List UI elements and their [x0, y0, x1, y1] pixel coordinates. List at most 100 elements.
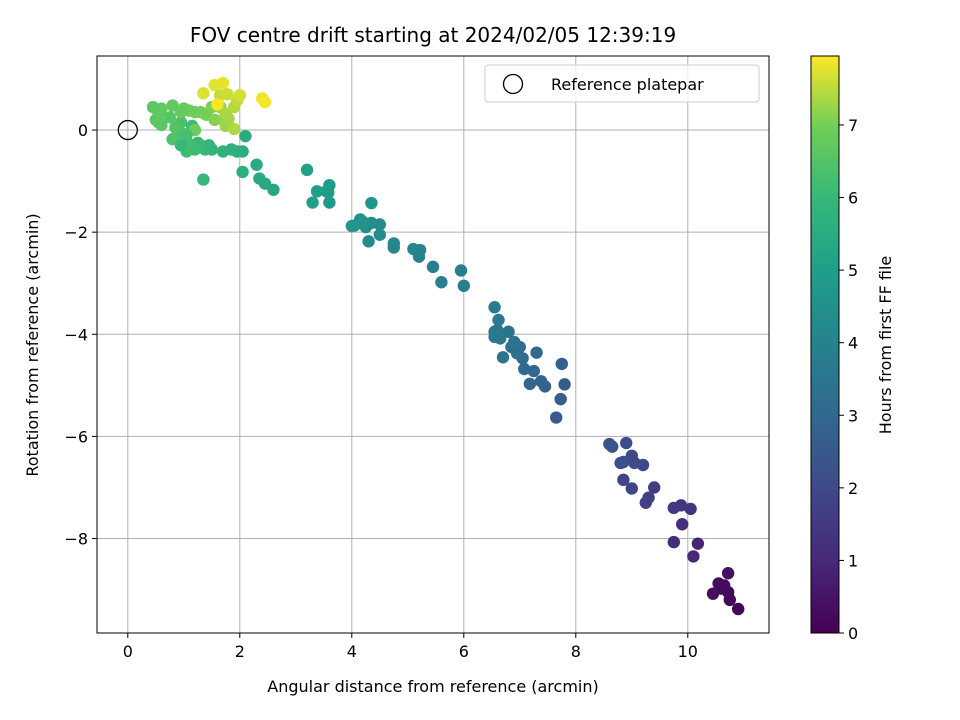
data-point — [706, 587, 720, 600]
colorbar-tick-label: 2 — [848, 479, 858, 498]
data-point — [233, 89, 246, 102]
x-tick-label: 10 — [678, 642, 698, 661]
colorbar-tick-label: 3 — [848, 406, 858, 425]
data-point — [732, 602, 745, 616]
data-point — [691, 537, 705, 550]
data-point — [530, 346, 543, 359]
data-point — [614, 456, 627, 470]
colorbar-tick-label: 1 — [848, 551, 858, 570]
data-point — [373, 228, 386, 241]
data-point — [407, 242, 420, 256]
data-point — [496, 351, 510, 364]
plot-frame — [96, 55, 770, 634]
y-tick-label: −4 — [64, 325, 88, 344]
data-point — [721, 567, 735, 580]
colorbar-ticks: 0 1 2 3 4 5 6 7 — [839, 116, 858, 643]
data-point — [219, 107, 232, 120]
data-point — [555, 357, 568, 371]
y-tick-label: −8 — [64, 530, 88, 549]
colorbar-tick-label: 0 — [848, 624, 858, 643]
data-point — [488, 301, 501, 314]
colorbar-tick-label: 6 — [848, 189, 858, 208]
data-point — [258, 95, 272, 109]
data-point — [667, 501, 680, 515]
data-point — [550, 411, 563, 424]
data-point — [502, 325, 515, 338]
data-point — [603, 437, 616, 451]
data-point — [356, 215, 370, 229]
data-point — [534, 375, 548, 388]
x-tick-label: 6 — [459, 642, 469, 661]
data-point — [508, 335, 521, 349]
data-point — [146, 100, 160, 114]
y-tick-label: −6 — [64, 427, 88, 446]
data-point — [457, 279, 470, 292]
scatter-points — [146, 76, 745, 616]
y-tick-label: −2 — [64, 223, 88, 242]
reference-point-marker — [117, 119, 138, 141]
data-point — [306, 196, 319, 209]
data-point — [492, 313, 505, 327]
data-point — [676, 518, 689, 531]
data-point — [362, 235, 375, 248]
data-point — [216, 145, 230, 158]
colorbar-gradient — [810, 55, 840, 634]
data-point — [239, 129, 252, 143]
x-axis-title: Angular distance from reference (arcmin) — [267, 677, 598, 696]
x-tick-label: 4 — [347, 642, 357, 661]
legend-label-reference: Reference platepar — [551, 75, 704, 94]
data-point — [426, 260, 440, 274]
data-point — [617, 473, 630, 487]
data-point — [166, 99, 179, 112]
data-point — [554, 392, 567, 406]
data-point — [169, 121, 182, 134]
data-point — [639, 496, 652, 509]
colorbar: 0 1 2 3 4 5 6 7 Hours from first FF file — [810, 55, 895, 643]
y-axis-ticks: 0 −2 −4 −6 −8 — [64, 121, 97, 549]
colorbar-tick-label: 4 — [848, 334, 858, 353]
legend-box — [484, 64, 760, 103]
y-axis-title: Rotation from reference (arcmin) — [23, 213, 42, 476]
data-point — [454, 264, 468, 277]
data-point — [211, 98, 224, 111]
data-point — [488, 325, 501, 338]
x-tick-label: 0 — [123, 642, 133, 661]
data-point — [620, 436, 633, 450]
data-point — [320, 185, 333, 198]
colorbar-title: Hours from first FF file — [876, 256, 895, 435]
data-point — [435, 276, 448, 289]
data-point — [527, 364, 540, 378]
y-tick-label: 0 — [78, 121, 88, 140]
data-point — [687, 550, 700, 563]
data-point — [667, 535, 680, 549]
x-tick-label: 2 — [235, 642, 245, 661]
data-point — [300, 163, 314, 177]
data-point — [648, 481, 661, 494]
x-axis-ticks: 0 2 4 6 8 10 — [123, 633, 698, 661]
data-point — [236, 165, 249, 179]
data-point — [518, 362, 531, 376]
data-point — [345, 219, 358, 233]
data-point — [216, 76, 230, 90]
x-tick-label: 8 — [571, 642, 581, 661]
data-point — [718, 579, 731, 592]
legend-reference-marker — [502, 73, 524, 95]
data-point — [523, 377, 537, 391]
data-point — [387, 237, 400, 250]
data-point — [197, 87, 210, 100]
data-point — [365, 196, 378, 210]
data-point — [250, 158, 263, 171]
data-point — [174, 139, 188, 152]
data-point — [684, 502, 697, 516]
data-point — [558, 378, 571, 391]
reference-marker-layer — [117, 119, 138, 141]
data-point — [228, 122, 241, 136]
data-point — [625, 482, 638, 495]
data-point — [323, 196, 336, 209]
colorbar-tick-label: 7 — [848, 116, 858, 135]
data-point — [163, 111, 176, 124]
chart-title: FOV centre drift starting at 2024/02/05 … — [190, 23, 676, 47]
colorbar-tick-label: 5 — [848, 261, 858, 280]
data-point — [310, 185, 324, 198]
